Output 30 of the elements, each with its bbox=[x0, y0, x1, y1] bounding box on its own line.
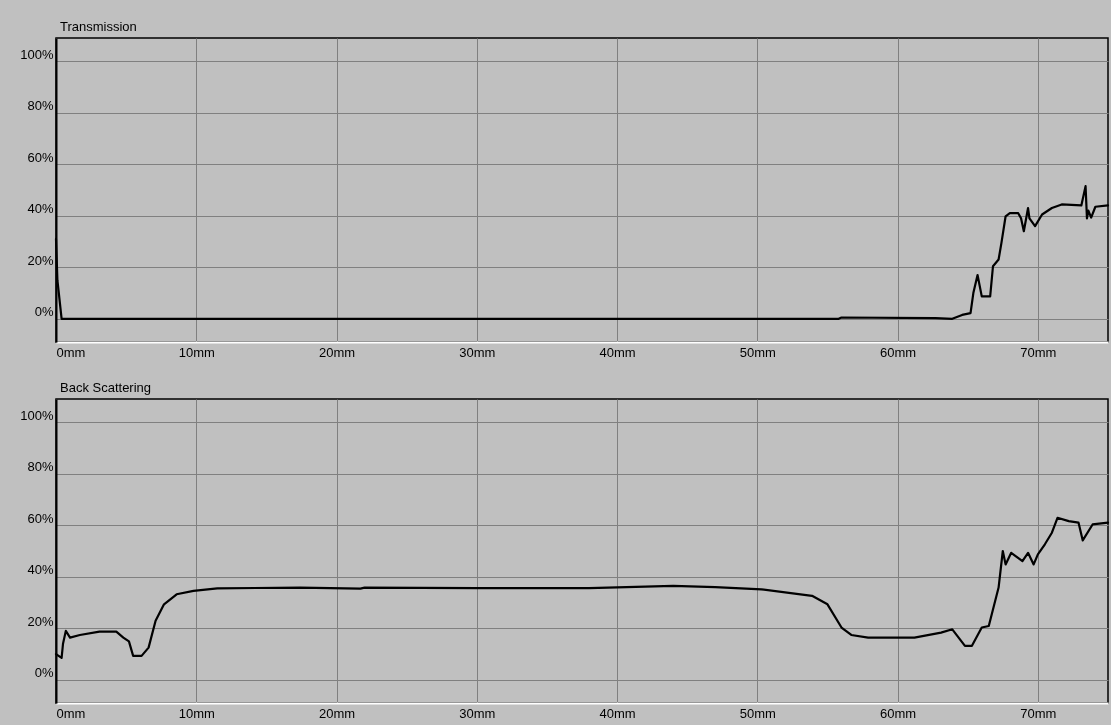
y-tick-label: 80% bbox=[27, 98, 54, 114]
y-tick-label: 0% bbox=[34, 665, 54, 681]
x-tick-label: 50mm bbox=[739, 344, 776, 360]
y-tick-label: 40% bbox=[27, 201, 54, 217]
x-tick-label: 20mm bbox=[318, 344, 356, 360]
x-tick-label: 10mm bbox=[178, 344, 215, 360]
y-tick-label: 20% bbox=[27, 252, 54, 268]
x-tick-label: 70mm bbox=[1020, 344, 1057, 360]
x-tick-label: 60mm bbox=[880, 705, 917, 721]
y-tick-label: 60% bbox=[27, 149, 54, 165]
x-tick-label: 0mm bbox=[56, 344, 86, 360]
x-tick-label: 10mm bbox=[178, 705, 215, 721]
x-tick-label: 20mm bbox=[318, 705, 356, 721]
x-tick-label: 30mm bbox=[459, 344, 496, 360]
y-tick-label: 80% bbox=[27, 459, 54, 475]
x-tick-label: 40mm bbox=[599, 705, 636, 721]
chart-title: Transmission bbox=[60, 19, 137, 34]
x-tick-label: 0mm bbox=[56, 705, 86, 721]
y-tick-label: 100% bbox=[20, 46, 54, 62]
y-tick-label: 60% bbox=[27, 510, 54, 526]
y-tick-label: 0% bbox=[34, 304, 54, 320]
y-tick-label: 40% bbox=[27, 562, 54, 578]
x-tick-label: 50mm bbox=[739, 705, 776, 721]
x-tick-label: 60mm bbox=[880, 344, 917, 360]
x-tick-label: 40mm bbox=[599, 344, 636, 360]
x-tick-label: 30mm bbox=[459, 705, 496, 721]
y-tick-label: 100% bbox=[20, 407, 54, 423]
y-tick-label: 20% bbox=[27, 613, 54, 629]
x-tick-label: 70mm bbox=[1020, 705, 1057, 721]
chart-title: Back Scattering bbox=[60, 380, 152, 395]
